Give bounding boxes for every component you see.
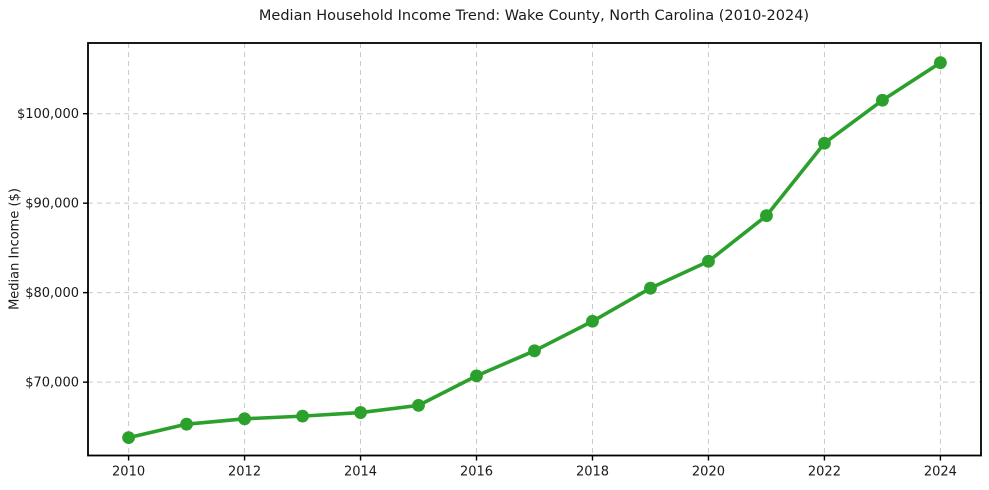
data-point bbox=[644, 281, 657, 295]
x-tick-label: 2014 bbox=[344, 465, 377, 480]
data-point bbox=[760, 209, 773, 223]
x-tick-label: 2020 bbox=[692, 465, 725, 480]
x-tick-label: 2018 bbox=[576, 465, 609, 480]
y-tick-label: $100,000 bbox=[17, 107, 79, 122]
chart-title: Median Household Income Trend: Wake Coun… bbox=[258, 8, 810, 24]
x-tick-label: 2012 bbox=[228, 465, 261, 480]
x-tick-label: 2022 bbox=[808, 465, 841, 480]
data-point bbox=[586, 314, 599, 328]
data-point bbox=[528, 344, 541, 358]
y-tick-label: $90,000 bbox=[25, 197, 79, 212]
data-point bbox=[296, 409, 309, 423]
data-point bbox=[180, 417, 193, 431]
plot-border bbox=[87, 42, 982, 457]
data-point bbox=[470, 369, 483, 383]
y-tick-label: $70,000 bbox=[25, 376, 79, 391]
x-tick-label: 2024 bbox=[924, 465, 957, 480]
data-point bbox=[122, 431, 135, 445]
x-tick-label: 2016 bbox=[460, 465, 493, 480]
data-point bbox=[238, 412, 251, 426]
data-point bbox=[354, 406, 367, 419]
y-tick-label: $80,000 bbox=[25, 286, 79, 301]
data-point bbox=[876, 93, 889, 107]
data-point bbox=[702, 254, 715, 268]
data-point bbox=[412, 398, 425, 412]
x-tick-label: 2010 bbox=[112, 465, 145, 480]
data-point bbox=[818, 136, 831, 150]
data-line bbox=[126, 60, 943, 440]
data-point bbox=[934, 56, 947, 70]
